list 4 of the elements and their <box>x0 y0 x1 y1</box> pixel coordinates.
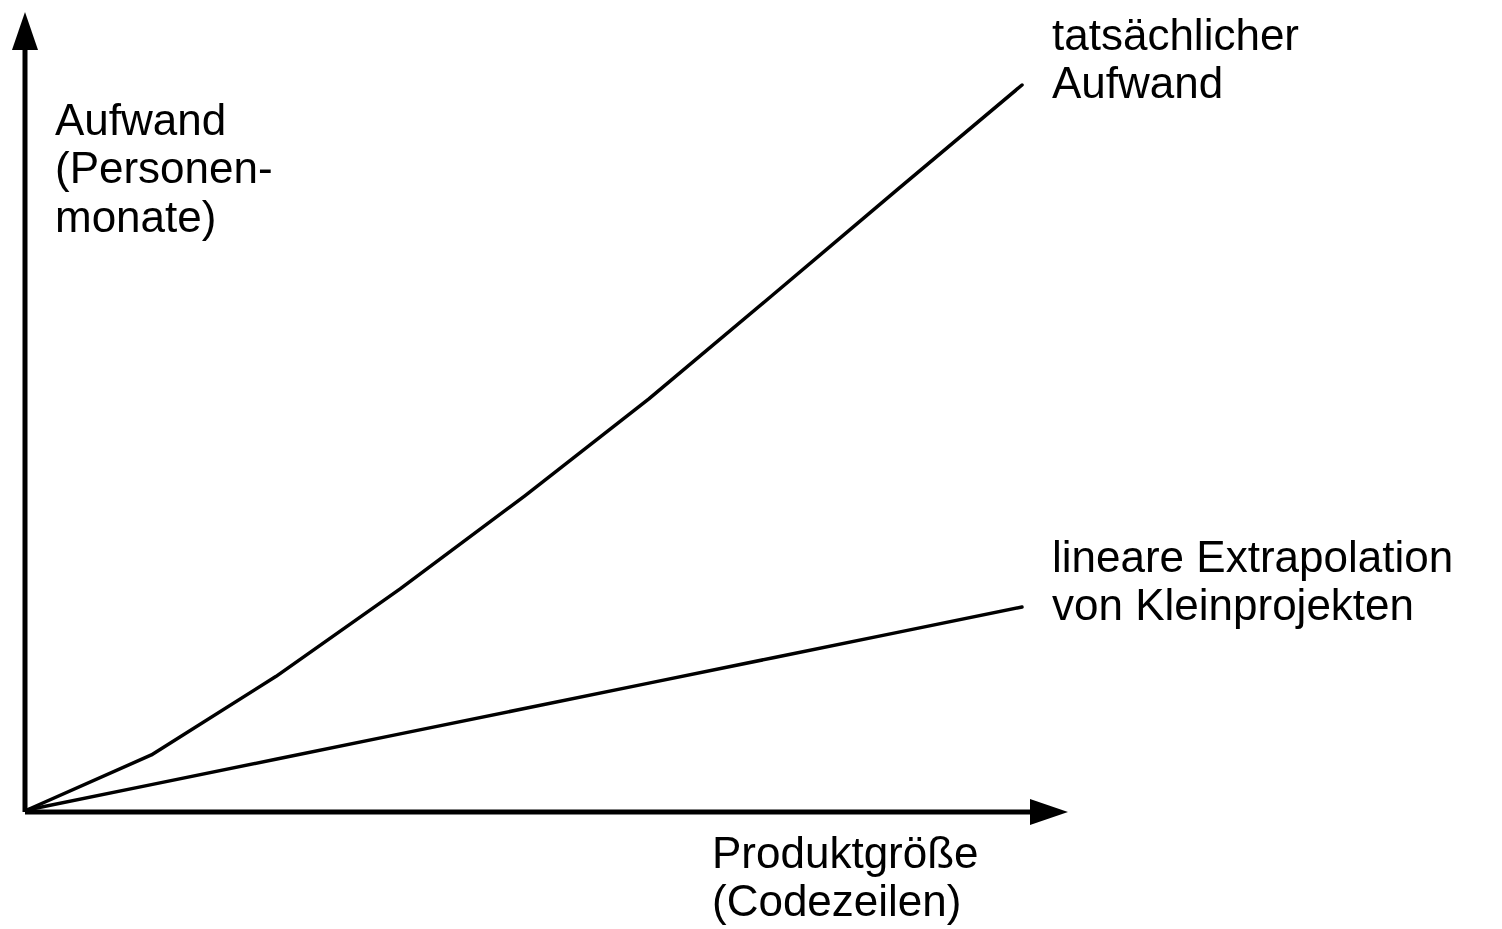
series-label: lineare Extrapolation von Kleinprojekten <box>1052 532 1454 630</box>
y-axis-title: Aufwand (Personen- monate) <box>55 95 273 241</box>
series-label: tatsächlicher Aufwand <box>1052 10 1300 108</box>
x-axis-title: Produktgröße (Codezeilen) <box>712 828 979 926</box>
